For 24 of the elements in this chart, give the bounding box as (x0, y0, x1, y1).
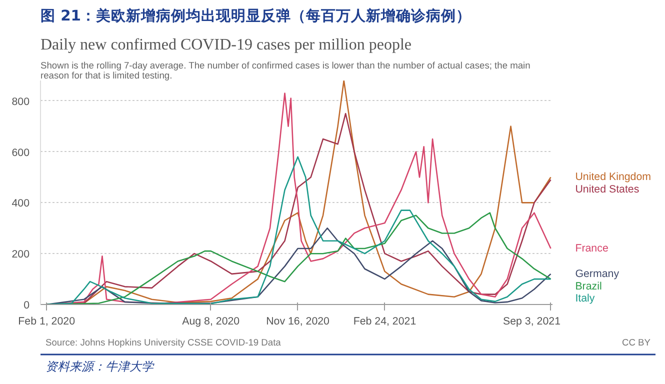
chart-subtitle: Daily new confirmed COVID-19 cases per million people (40, 36, 412, 54)
text: CC BY (622, 338, 652, 348)
text: Italy (575, 292, 596, 305)
text: Germany (575, 268, 620, 280)
source-note: Source: Johns Hopkins University CSSE COVID-19 Data (46, 338, 282, 348)
annotation: Shown is the rolling 7-day average. The number of confirmed cases is lower than the number of actual cases; the main reason for that is limited testing. (40, 60, 530, 80)
x-tick-label: Nov 16, 2020 (266, 316, 330, 328)
x-tick-label: Feb 24, 2021 (353, 316, 416, 328)
y-tick-label: 600 (12, 146, 30, 159)
text: United Kingdom (575, 171, 652, 184)
line-series (46, 227, 552, 304)
x-tick-label: Sep 3, 2021 (503, 316, 561, 328)
y-tick-label: 400 (12, 198, 30, 210)
y-tick-label: 200 (12, 248, 30, 261)
y-tick-label: 0 (24, 300, 30, 312)
text: United States (575, 184, 640, 196)
text: Brazil (575, 280, 602, 292)
text: 资料来源：牛津大学 (46, 360, 154, 374)
x-tick-label: Aug 8, 2020 (182, 316, 240, 328)
x-tick-label: Feb 1, 2020 (18, 316, 76, 328)
text: France (575, 242, 608, 254)
line-series (46, 156, 552, 304)
y-tick-label: 800 (12, 96, 30, 108)
chart-title: 图 21：美欧新增病例均出现明显反弹（每百万人新增确诊病例） (40, 6, 471, 24)
